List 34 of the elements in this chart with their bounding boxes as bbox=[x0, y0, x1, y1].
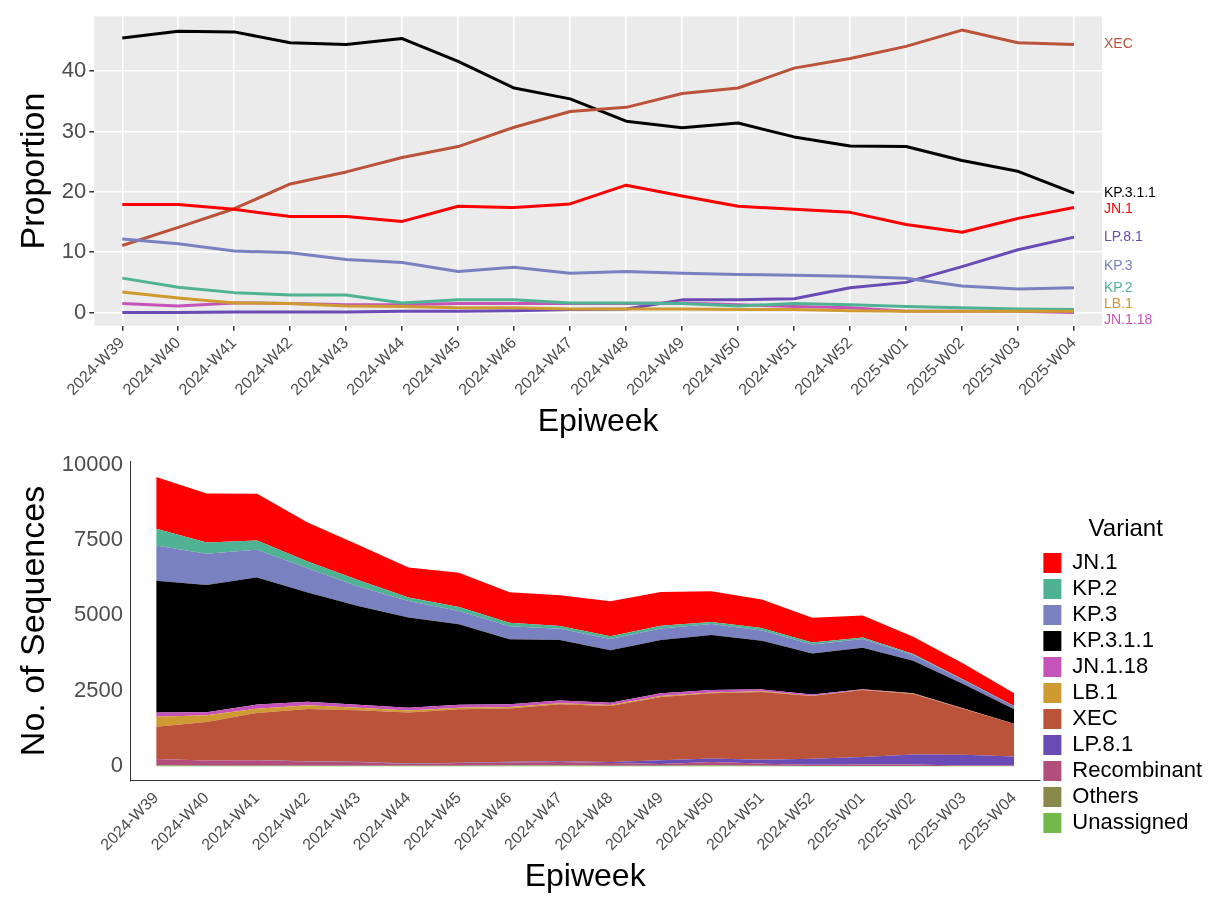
text: LP.8.1 bbox=[1104, 227, 1143, 244]
legend-label: KP.2 bbox=[1072, 574, 1118, 600]
text: KP.3.1.1 bbox=[1104, 183, 1157, 200]
y-axis-title: No. of Sequences bbox=[12, 485, 51, 757]
legend-label: Recombinant bbox=[1072, 756, 1203, 782]
legend-label: Others bbox=[1072, 782, 1139, 808]
y-axis-title: Proportion bbox=[12, 92, 51, 250]
legend-label: KP.3.1.1 bbox=[1072, 626, 1154, 652]
y-tick-label: 2500 bbox=[74, 676, 123, 702]
text: KP.3 bbox=[1104, 256, 1133, 273]
x-axis-title: Epiweek bbox=[524, 856, 647, 893]
x-axis-title: Epiweek bbox=[537, 401, 660, 438]
legend-label: KP.3 bbox=[1072, 600, 1118, 626]
legend-label: LP.8.1 bbox=[1072, 730, 1134, 756]
y-tick-label: 5000 bbox=[74, 601, 123, 627]
y-tick-label: 0 bbox=[110, 752, 123, 778]
legend-label: JN.1 bbox=[1072, 548, 1118, 574]
legend-label: Unassigned bbox=[1072, 808, 1189, 834]
legend-title: Variant bbox=[1088, 513, 1164, 541]
y-tick-label: 40 bbox=[61, 57, 87, 83]
legend-label: LB.1 bbox=[1072, 678, 1118, 704]
y-tick-label: 0 bbox=[74, 298, 87, 324]
text: XEC bbox=[1104, 35, 1133, 52]
legend-label: JN.1.18 bbox=[1072, 652, 1149, 678]
legend-label: XEC bbox=[1072, 704, 1118, 730]
y-tick-label: 30 bbox=[61, 117, 87, 143]
text: JN.1.18 bbox=[1104, 310, 1153, 327]
y-tick-label: 10000 bbox=[61, 450, 123, 476]
y-tick-label: 10 bbox=[61, 238, 87, 264]
text: KP.2 bbox=[1104, 278, 1133, 295]
text: JN.1 bbox=[1104, 199, 1134, 216]
y-tick-label: 7500 bbox=[74, 526, 123, 552]
text: LB.1 bbox=[1104, 294, 1134, 311]
y-tick-label: 20 bbox=[61, 177, 87, 203]
